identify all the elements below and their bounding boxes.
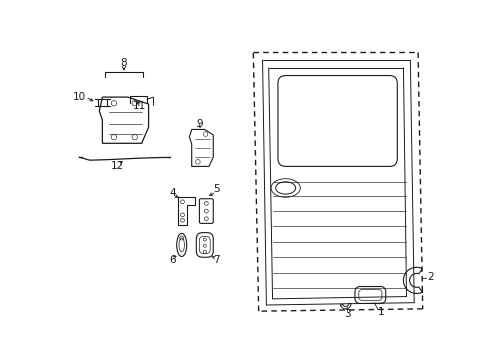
Text: 9: 9	[196, 119, 203, 129]
Text: 12: 12	[111, 161, 124, 171]
Text: 1: 1	[377, 307, 384, 317]
Text: 3: 3	[343, 309, 350, 319]
Text: 5: 5	[213, 184, 219, 194]
Text: 6: 6	[169, 255, 175, 265]
Text: 7: 7	[213, 255, 219, 265]
Text: 10: 10	[73, 92, 86, 102]
Text: 8: 8	[121, 58, 127, 68]
Text: 4: 4	[169, 188, 175, 198]
Text: 11: 11	[132, 101, 146, 111]
Text: 2: 2	[426, 272, 433, 282]
